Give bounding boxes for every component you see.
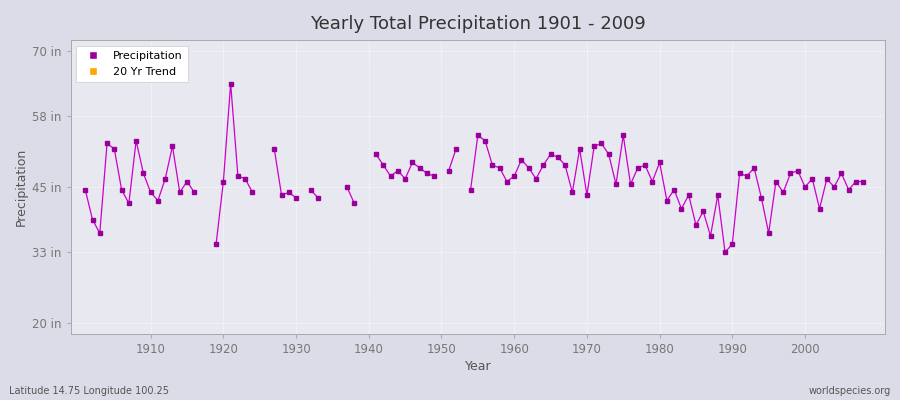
X-axis label: Year: Year <box>464 360 491 373</box>
Text: Latitude 14.75 Longitude 100.25: Latitude 14.75 Longitude 100.25 <box>9 386 169 396</box>
Title: Yearly Total Precipitation 1901 - 2009: Yearly Total Precipitation 1901 - 2009 <box>310 15 645 33</box>
Y-axis label: Precipitation: Precipitation <box>15 148 28 226</box>
Text: worldspecies.org: worldspecies.org <box>809 386 891 396</box>
Legend: Precipitation, 20 Yr Trend: Precipitation, 20 Yr Trend <box>76 46 188 82</box>
